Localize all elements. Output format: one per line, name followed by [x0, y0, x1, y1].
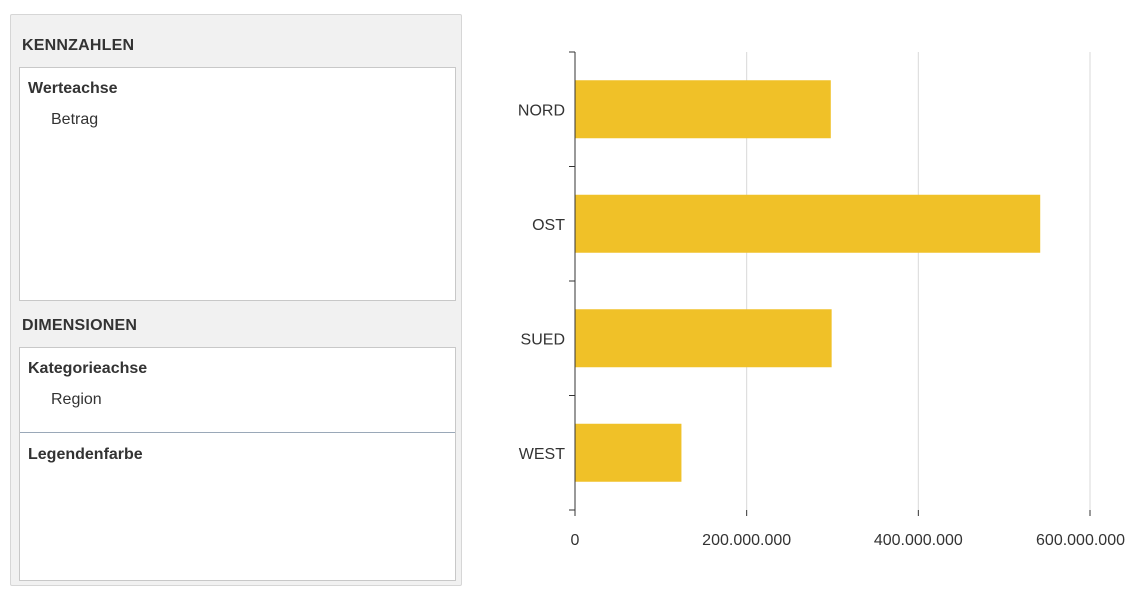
- x-tick-label: 600.000.000: [1036, 532, 1125, 549]
- bar-west[interactable]: [575, 423, 682, 482]
- x-tick-label: 0: [571, 532, 580, 549]
- category-label-ost: OST: [532, 217, 565, 234]
- category-axis-slot[interactable]: Kategorieachse Region: [20, 348, 455, 432]
- category-label-west: WEST: [519, 446, 565, 463]
- bar-nord[interactable]: [575, 80, 831, 139]
- category-axis-title: Kategorieachse: [28, 360, 148, 377]
- category-axis-item-region[interactable]: Region: [51, 391, 102, 408]
- x-tick-label: 200.000.000: [702, 532, 791, 549]
- value-axis-slot[interactable]: Werteachse Betrag: [20, 68, 455, 300]
- value-axis-item-betrag[interactable]: Betrag: [51, 111, 99, 128]
- x-tick-label: 400.000.000: [874, 532, 963, 549]
- bar-sued[interactable]: [575, 309, 832, 368]
- value-axis-title: Werteachse: [28, 80, 118, 97]
- category-label-sued: SUED: [521, 331, 565, 348]
- bar-ost[interactable]: [575, 194, 1041, 253]
- measures-section-title: KENNZAHLEN: [22, 37, 135, 54]
- config-panel: KENNZAHLEN Werteachse Betrag DIMENSIONEN…: [10, 14, 462, 586]
- dimensions-section-title: DIMENSIONEN: [22, 317, 138, 334]
- measures-box: Werteachse Betrag: [19, 67, 456, 301]
- legend-color-slot[interactable]: Legendenfarbe: [20, 432, 455, 580]
- dimensions-box: Kategorieachse Region Legendenfarbe: [19, 347, 456, 581]
- legend-color-title: Legendenfarbe: [28, 446, 143, 463]
- category-label-nord: NORD: [518, 102, 565, 119]
